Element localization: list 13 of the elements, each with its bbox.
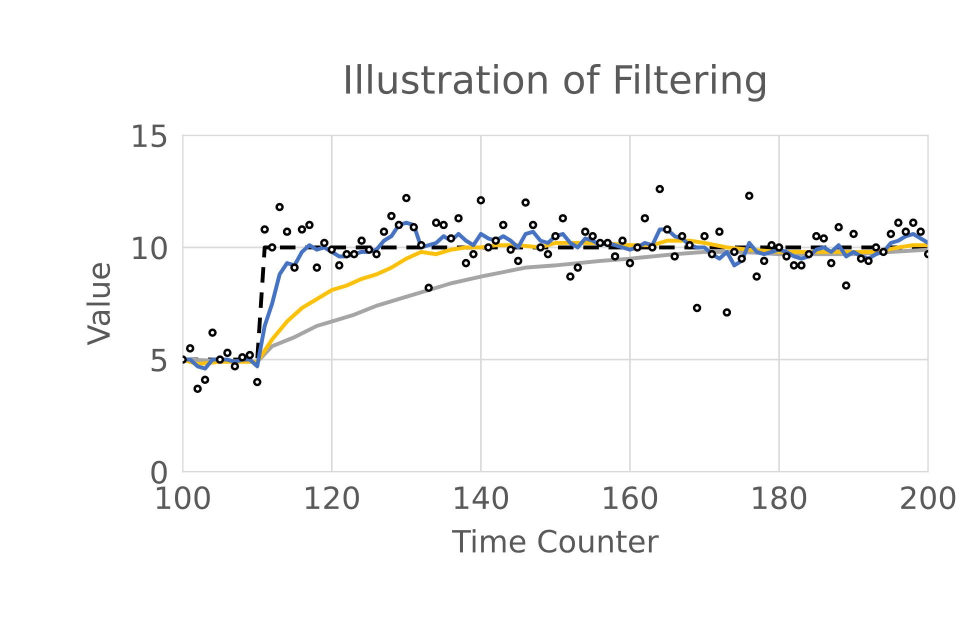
x-tick-label: 180 [753, 486, 806, 510]
x-tick-label: 100 [156, 486, 210, 510]
chart-title: Illustration of Filtering [346, 64, 766, 102]
y-tick-label: 5 [152, 348, 166, 372]
x-tick-label: 160 [604, 486, 658, 510]
x-tick-label: 140 [455, 486, 508, 510]
y-axis-title: Value [86, 263, 110, 346]
y-tick-label: 15 [133, 124, 166, 148]
x-tick-label: 200 [901, 486, 956, 510]
y-tick-label: 0 [151, 460, 167, 484]
x-tick-label: 120 [306, 486, 359, 510]
x-axis-title: Time Counter [452, 529, 659, 553]
y-tick-label: 10 [133, 236, 167, 260]
